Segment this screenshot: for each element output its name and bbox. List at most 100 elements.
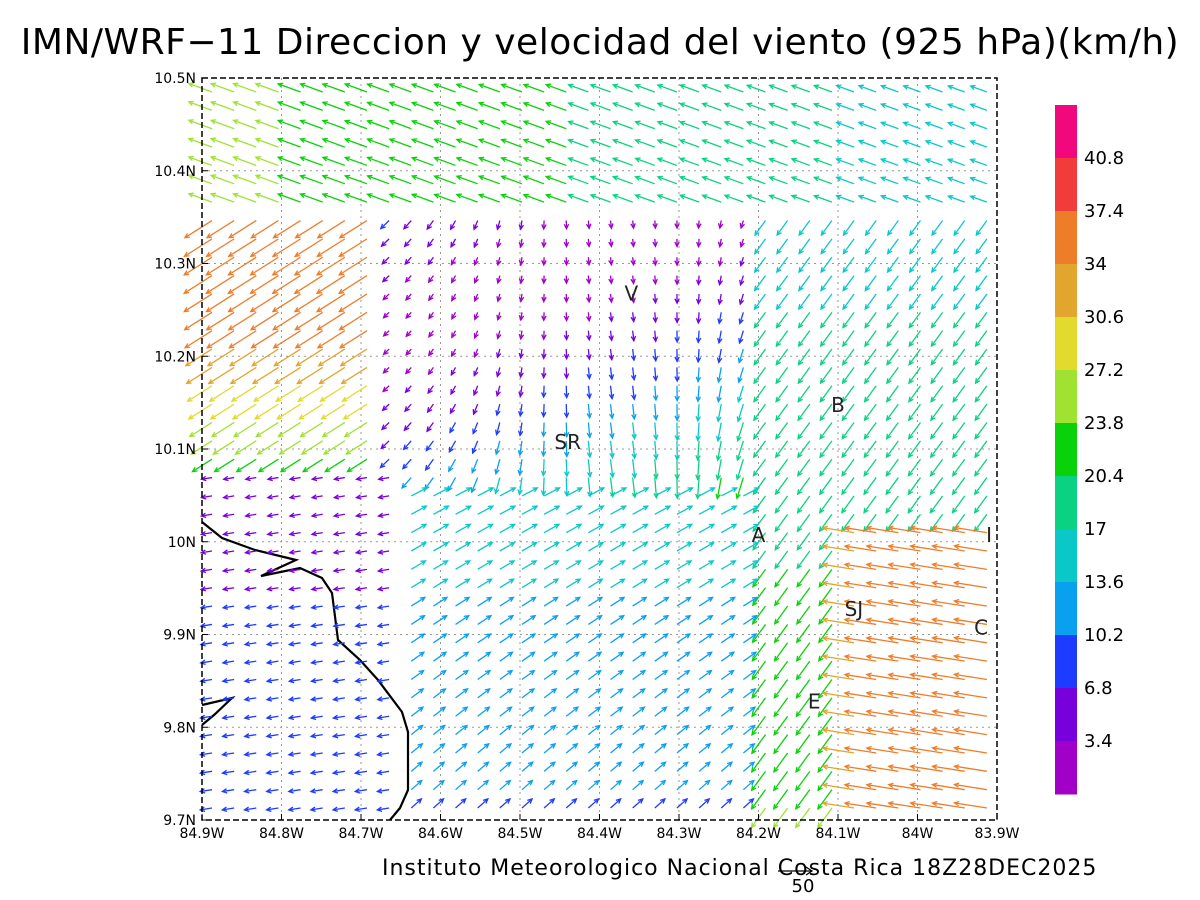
- wind-vector-arrow: [243, 641, 257, 647]
- wind-vector-arrow: [565, 614, 581, 625]
- wind-vector-shaft: [632, 505, 649, 515]
- wind-vector-head: [464, 596, 471, 603]
- wind-vector-arrow: [455, 138, 478, 148]
- wind-vector-arrow: [632, 797, 644, 809]
- wind-vector-shaft: [456, 138, 478, 148]
- wind-vector-arrow: [427, 348, 434, 357]
- wind-vector-shaft: [255, 193, 279, 203]
- wind-vector-arrow: [401, 458, 412, 470]
- wind-vector-arrow: [587, 477, 593, 498]
- wind-vector-arrow: [310, 659, 323, 666]
- wind-vector-head: [405, 312, 412, 320]
- wind-vector-arrow: [410, 761, 424, 772]
- wind-vector-head: [295, 361, 302, 367]
- wind-vector-shaft: [818, 568, 833, 588]
- wind-vector-shaft: [279, 440, 301, 455]
- wind-vector-arrow: [974, 403, 988, 422]
- wind-vector-arrow: [586, 367, 592, 381]
- wind-vector-arrow: [288, 622, 301, 629]
- wind-vector-shaft: [925, 140, 943, 148]
- wind-vector-arrow: [863, 385, 877, 403]
- wind-vector-arrow: [321, 174, 346, 185]
- wind-vector-head: [735, 474, 742, 481]
- wind-vector-head: [522, 193, 529, 199]
- wind-vector-arrow: [902, 194, 921, 203]
- wind-vector-arrow: [499, 523, 516, 534]
- wind-vector-shaft: [456, 83, 478, 93]
- wind-vector-head: [753, 505, 760, 511]
- wind-vector-arrow: [908, 385, 922, 403]
- wind-vector-arrow: [586, 440, 593, 459]
- wind-vector-arrow: [343, 193, 368, 203]
- wind-vector-head: [727, 706, 735, 712]
- wind-vector-head: [221, 677, 228, 684]
- wind-vector-shaft: [752, 605, 767, 625]
- wind-vector-head: [886, 229, 893, 237]
- wind-vector-arrow: [563, 349, 570, 361]
- wind-vector-head: [841, 470, 847, 477]
- wind-vector-shaft: [499, 725, 512, 736]
- wind-vector-head: [751, 729, 757, 737]
- wind-vector-shaft: [333, 623, 345, 627]
- wind-vector-shaft: [610, 706, 623, 717]
- wind-vector-arrow: [183, 311, 213, 331]
- wind-vector-head: [484, 669, 492, 676]
- wind-vector-arrow: [817, 715, 833, 737]
- wind-vector-head: [271, 251, 279, 258]
- wind-vector-arrow: [331, 769, 345, 776]
- wind-vector-shaft: [697, 330, 700, 343]
- wind-vector-head: [563, 259, 570, 267]
- wind-vector-shaft: [404, 238, 412, 247]
- wind-vector-shaft: [932, 526, 965, 534]
- wind-vector-head: [554, 487, 561, 493]
- wind-vector-head: [953, 267, 959, 274]
- wind-vector-arrow: [865, 543, 899, 552]
- wind-vector-shaft: [188, 156, 213, 167]
- wind-vector-head: [337, 270, 345, 276]
- wind-vector-shaft: [367, 156, 390, 167]
- wind-vector-head: [293, 270, 300, 276]
- wind-vector-head: [931, 580, 938, 587]
- wind-vector-arrow: [586, 348, 592, 361]
- wind-vector-head: [752, 526, 758, 533]
- wind-vector-arrow: [299, 119, 323, 130]
- wind-vector-head: [661, 688, 668, 694]
- wind-vector-head: [518, 372, 524, 379]
- wind-vector-arrow: [473, 275, 479, 285]
- wind-vector-head: [243, 769, 250, 776]
- wind-vector-shaft: [738, 367, 744, 383]
- wind-vector-arrow: [631, 404, 637, 421]
- wind-vector-shaft: [587, 670, 602, 681]
- wind-vector-arrow: [887, 764, 921, 772]
- wind-vector-head: [684, 633, 692, 639]
- y-tick-label: 9.8N: [163, 720, 196, 736]
- wind-vector-arrow: [863, 403, 877, 422]
- wind-vector-shaft: [251, 348, 279, 367]
- wind-vector-shaft: [842, 311, 855, 328]
- wind-vector-arrow: [382, 330, 390, 337]
- wind-vector-arrow: [375, 806, 390, 812]
- wind-vector-shaft: [228, 256, 257, 276]
- wind-vector-shaft: [866, 692, 899, 699]
- wind-vector-arrow: [332, 586, 345, 592]
- wind-vector-head: [462, 688, 469, 694]
- wind-vector-shaft: [477, 725, 490, 736]
- place-label: C: [974, 616, 988, 640]
- wind-vector-head: [946, 121, 954, 127]
- wind-vector-head: [287, 641, 295, 647]
- wind-vector-shaft: [344, 101, 368, 111]
- wind-vector-shaft: [223, 568, 235, 572]
- wind-vector-shaft: [769, 139, 788, 148]
- wind-vector-shaft: [447, 477, 457, 492]
- wind-vector-head: [586, 354, 592, 361]
- wind-vector-arrow: [797, 293, 811, 311]
- wind-vector-arrow: [344, 440, 368, 455]
- wind-vector-head: [331, 714, 339, 721]
- wind-vector-head: [541, 372, 547, 380]
- wind-vector-shaft: [342, 385, 368, 402]
- wind-vector-arrow: [610, 651, 625, 662]
- wind-vector-head: [402, 223, 409, 230]
- wind-vector-head: [229, 378, 236, 385]
- wind-vector-shaft: [724, 158, 744, 167]
